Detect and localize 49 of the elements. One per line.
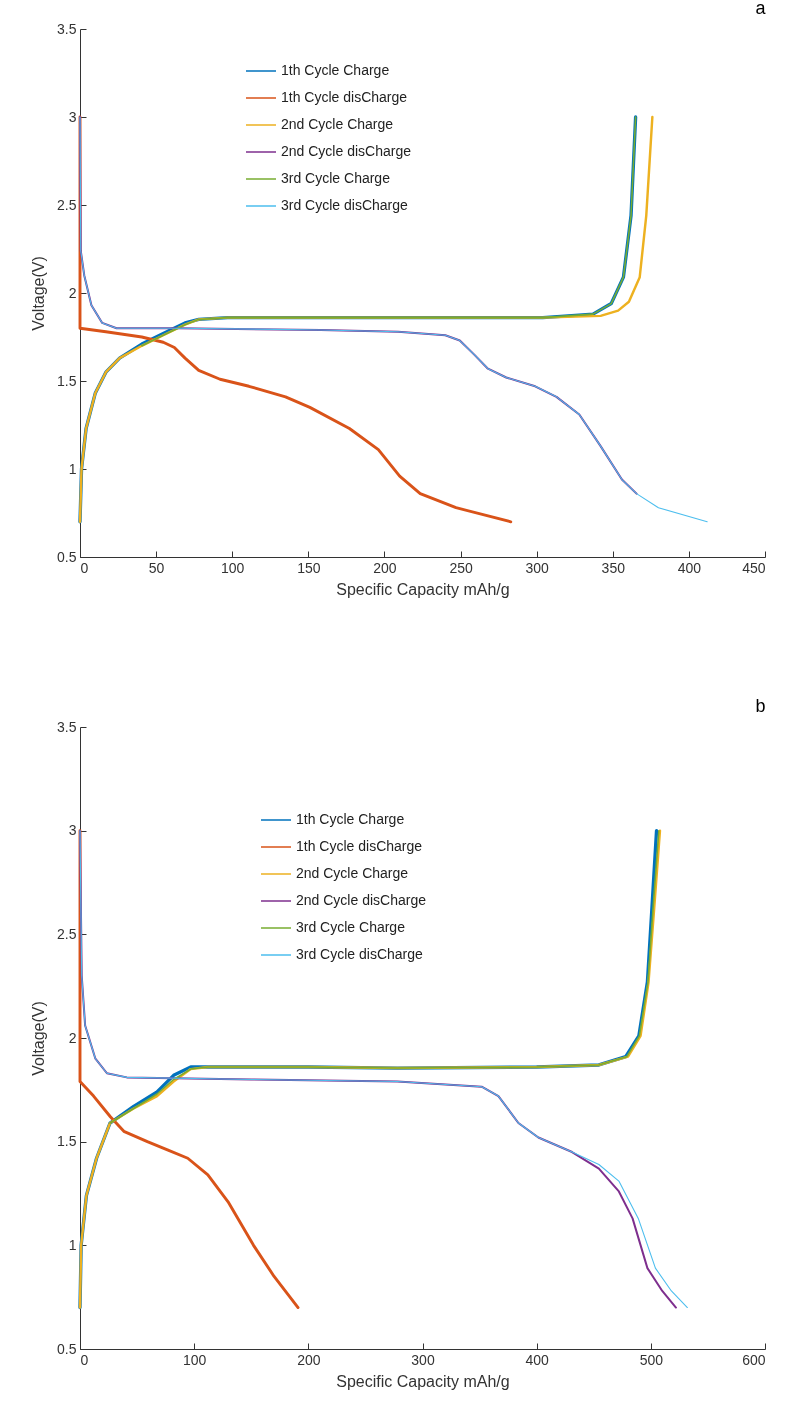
- x-tick-label: 0: [80, 559, 89, 576]
- text: a: [755, 0, 767, 18]
- y-tick-label: 2.5: [57, 925, 77, 942]
- legend-label: 1th Cycle disCharge: [296, 838, 423, 854]
- y-tick-label: 3: [68, 108, 77, 125]
- legend-label: 3rd Cycle disCharge: [296, 946, 424, 962]
- legend-label: 2nd Cycle Charge: [281, 116, 394, 132]
- legend-label: 1th Cycle Charge: [281, 62, 390, 78]
- x-tick-label: 450: [742, 559, 766, 576]
- x-tick-label: 100: [182, 1351, 207, 1368]
- y-tick-label: 2.5: [57, 196, 77, 213]
- legend-label: 3rd Cycle disCharge: [281, 197, 409, 213]
- y-tick-label: 3: [68, 822, 77, 839]
- x-tick-label: 500: [639, 1351, 664, 1368]
- x-tick-label: 50: [148, 559, 165, 576]
- y-tick-label: 3.5: [57, 718, 77, 735]
- x-tick-label: 400: [525, 1351, 550, 1368]
- x-tick-label: 200: [373, 559, 397, 576]
- y-tick-label: 1: [68, 1236, 77, 1253]
- x-tick-label: 400: [677, 559, 702, 576]
- legend-label: 2nd Cycle Charge: [296, 865, 409, 881]
- y-tick-label: 2: [68, 284, 77, 301]
- legend-label: 2nd Cycle disCharge: [281, 143, 412, 159]
- x-axis-title: Specific Capacity mAh/g: [336, 1372, 510, 1390]
- x-tick-label: 150: [297, 559, 321, 576]
- y-tick-label: 0.5: [57, 548, 77, 565]
- y-tick-label: 1.5: [57, 1133, 77, 1150]
- x-tick-label: 100: [221, 559, 245, 576]
- y-axis-title: Voltage(V): [30, 256, 48, 331]
- x-tick-label: 300: [411, 1351, 435, 1368]
- x-tick-label: 250: [449, 559, 473, 576]
- legend-label: 3rd Cycle Charge: [296, 919, 406, 935]
- text: b: [755, 696, 766, 716]
- legend-label: 3rd Cycle Charge: [281, 170, 391, 186]
- y-tick-label: 2: [68, 1029, 77, 1046]
- x-axis-title: Specific Capacity mAh/g: [336, 580, 510, 598]
- x-tick-label: 350: [601, 559, 626, 576]
- y-tick-label: 1.5: [57, 372, 77, 389]
- y-axis-title: Voltage(V): [30, 1001, 48, 1076]
- y-tick-label: 3.5: [57, 20, 77, 37]
- x-tick-label: 600: [742, 1351, 766, 1368]
- y-tick-label: 0.5: [57, 1340, 77, 1357]
- x-tick-label: 0: [80, 1351, 89, 1368]
- x-tick-label: 200: [297, 1351, 321, 1368]
- x-tick-label: 300: [525, 559, 550, 576]
- y-tick-label: 1: [68, 460, 77, 477]
- legend-label: 1th Cycle Charge: [296, 811, 405, 827]
- legend-label: 2nd Cycle disCharge: [296, 892, 427, 908]
- legend-label: 1th Cycle disCharge: [281, 89, 408, 105]
